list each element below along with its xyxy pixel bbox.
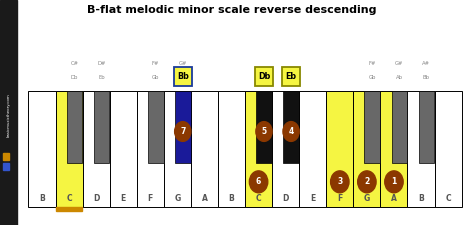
Text: 7: 7 [180, 127, 186, 136]
Text: Eb: Eb [98, 75, 105, 80]
Bar [326, 91, 353, 207]
Text: A: A [391, 194, 397, 203]
FancyBboxPatch shape [255, 67, 273, 86]
Bar [175, 91, 191, 163]
Text: B: B [229, 194, 234, 203]
Ellipse shape [175, 122, 191, 141]
Text: F#: F# [152, 61, 159, 66]
Bar [56, 207, 82, 211]
Text: C: C [445, 194, 451, 203]
Bar [272, 91, 299, 207]
Text: B: B [39, 194, 45, 203]
Text: F: F [337, 194, 343, 203]
Bar [364, 91, 380, 163]
Text: Db: Db [71, 75, 78, 80]
Text: A: A [201, 194, 207, 203]
Text: D: D [282, 194, 289, 203]
Text: Bb: Bb [423, 75, 430, 80]
Text: Bb: Bb [177, 72, 189, 81]
FancyBboxPatch shape [174, 67, 192, 86]
Text: Gb: Gb [369, 75, 376, 80]
Text: basicmusictheory.com: basicmusictheory.com [6, 94, 10, 137]
Text: B: B [418, 194, 424, 203]
Bar [245, 91, 272, 207]
Text: 1: 1 [391, 177, 397, 186]
Text: A#: A# [422, 61, 431, 66]
Text: B-flat melodic minor scale reverse descending: B-flat melodic minor scale reverse desce… [87, 4, 376, 15]
Bar [191, 91, 218, 207]
Text: Gb: Gb [152, 75, 159, 80]
Text: Eb: Eb [286, 72, 297, 81]
Text: C: C [66, 194, 72, 203]
Text: D#: D# [97, 61, 106, 66]
Bar [56, 91, 82, 207]
Bar [435, 91, 462, 207]
Ellipse shape [331, 171, 349, 193]
Text: F: F [148, 194, 153, 203]
Bar [283, 91, 299, 163]
Text: 3: 3 [337, 177, 343, 186]
Bar [3, 163, 9, 170]
Bar [218, 91, 245, 207]
Bar [407, 91, 435, 207]
Text: G#: G# [179, 61, 187, 66]
Text: F#: F# [369, 61, 376, 66]
Ellipse shape [385, 171, 403, 193]
Text: 2: 2 [364, 177, 369, 186]
Bar [0, 0, 17, 225]
Text: 6: 6 [256, 177, 261, 186]
Text: G: G [364, 194, 370, 203]
Text: Db: Db [258, 72, 270, 81]
Text: E: E [120, 194, 126, 203]
Text: D: D [93, 194, 99, 203]
Text: G: G [174, 194, 181, 203]
Bar [28, 91, 56, 207]
Ellipse shape [256, 122, 272, 141]
Text: 5: 5 [262, 127, 267, 136]
Text: 4: 4 [288, 127, 294, 136]
Bar [381, 91, 407, 207]
FancyBboxPatch shape [282, 67, 300, 86]
Text: C: C [256, 194, 262, 203]
Bar [67, 91, 82, 163]
Bar [148, 91, 163, 163]
Bar [353, 91, 381, 207]
Ellipse shape [250, 171, 268, 193]
Bar [94, 91, 109, 163]
Bar [299, 91, 326, 207]
Bar [137, 91, 164, 207]
Bar [256, 91, 272, 163]
Bar [392, 91, 407, 163]
Bar [419, 91, 434, 163]
Text: C#: C# [70, 61, 78, 66]
Ellipse shape [358, 171, 376, 193]
Bar [3, 153, 9, 160]
Bar [82, 91, 110, 207]
Text: Ab: Ab [396, 75, 403, 80]
Text: G#: G# [395, 61, 404, 66]
Text: Ab: Ab [179, 75, 186, 80]
Ellipse shape [283, 122, 299, 141]
Bar [164, 91, 191, 207]
Text: E: E [310, 194, 315, 203]
Bar [110, 91, 137, 207]
